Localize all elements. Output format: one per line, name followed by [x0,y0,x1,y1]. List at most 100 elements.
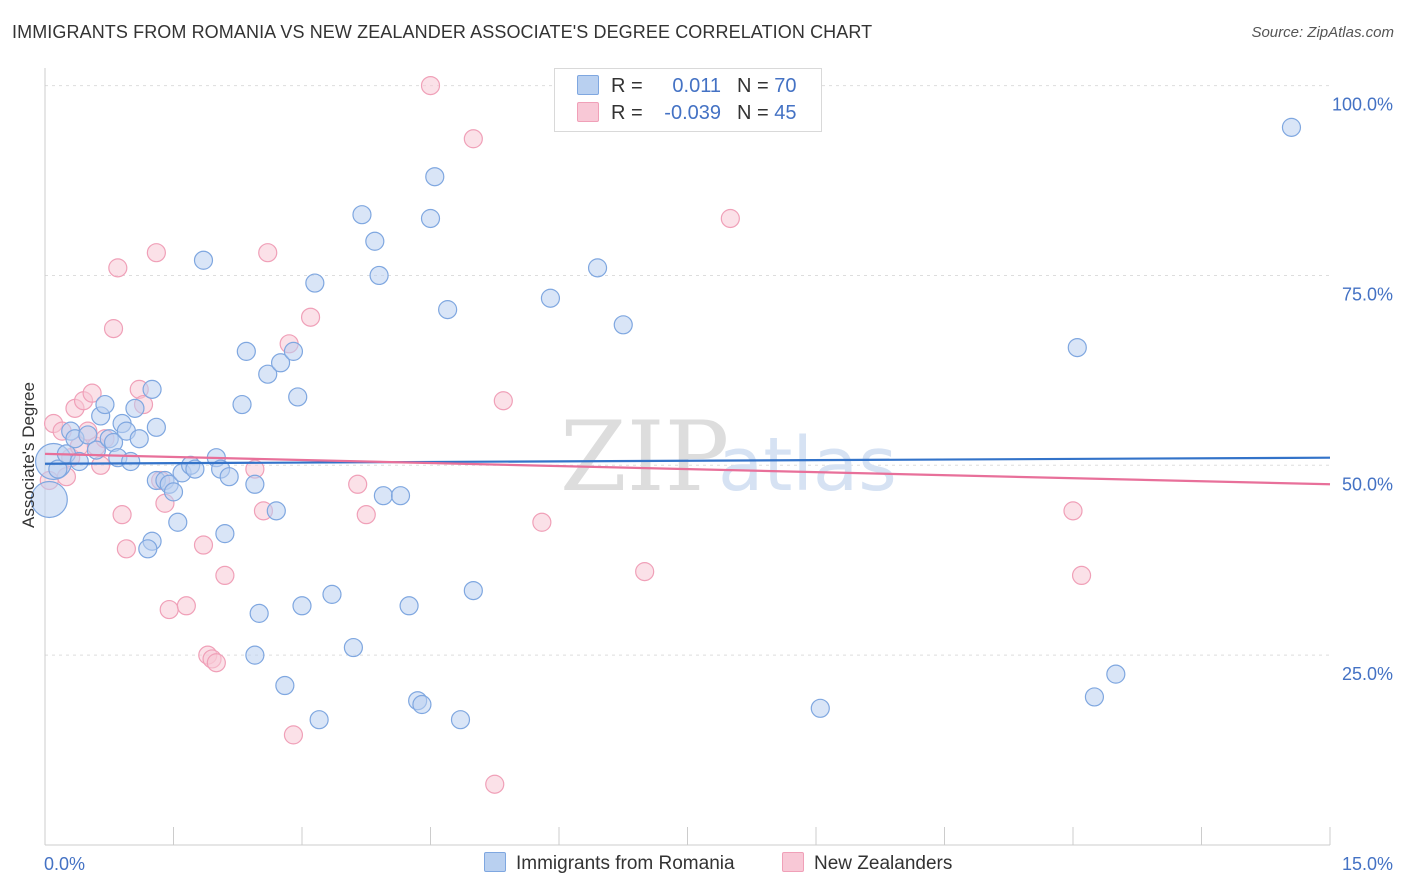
trend-line-romania [44,456,1331,465]
point-romania [1281,117,1302,137]
point-romania [390,486,411,506]
legend-r-value: -0.039 [664,102,721,124]
point-romania [219,467,239,487]
point-romania [288,387,308,407]
point-new-zealanders [112,505,132,525]
watermark-zip: ZIP [560,401,729,513]
point-romania [1084,687,1105,707]
legend-n-label: N = [737,75,769,97]
point-romania [30,480,68,519]
point-romania [450,710,471,730]
y-tick-label: 50.0% [1342,474,1393,494]
legend-r-value: 0.011 [672,75,721,97]
point-romania [438,300,458,320]
point-romania [185,459,205,479]
point-new-zealanders [720,208,740,229]
source-label: Source: ZipAtlas.com [1251,24,1394,41]
point-romania [266,501,286,521]
point-romania [168,512,188,532]
y-tick-label: 100.0% [1332,95,1393,115]
legend-n-value: 70 [774,75,797,97]
point-romania [373,486,393,506]
point-romania [425,167,445,187]
grid-lines [45,85,1330,656]
point-romania [1067,337,1087,358]
x-tick-label: 0.0% [44,854,85,874]
point-romania [236,341,256,361]
point-romania [138,539,158,559]
point-romania [292,596,312,616]
point-romania [78,425,98,445]
x-tick-label: 15.0% [1342,854,1393,874]
trend-lines [44,452,1331,486]
point-romania [146,417,166,437]
point-new-zealanders [1071,565,1092,586]
point-romania [420,208,441,229]
series-name: New Zealanders [814,853,953,874]
legend-row-romania: R = 0.011 N = 70 [577,75,797,101]
point-new-zealanders [258,243,278,263]
point-romania [352,205,372,225]
point-new-zealanders [82,383,102,403]
y-tick-label: 25.0% [1342,664,1393,684]
legend-r-label: R = [611,102,643,124]
point-romania [412,694,432,715]
legend-swatch-blue [484,852,506,872]
point-romania [249,603,269,623]
series-romania [30,117,1302,730]
point-new-zealanders [206,653,226,673]
point-romania [365,231,385,251]
point-new-zealanders [193,535,214,555]
point-romania [1106,664,1126,684]
watermark-atlas: atlas [718,422,897,508]
point-romania [129,429,149,449]
point-romania [540,288,561,308]
point-new-zealanders [283,725,304,745]
point-new-zealanders [493,391,513,411]
point-new-zealanders [485,774,505,794]
point-romania [322,584,342,604]
point-romania [95,394,115,415]
point-romania [142,379,162,399]
legend-swatch-pink [577,102,599,122]
point-romania [369,265,389,286]
y-tick-label: 75.0% [1342,284,1393,304]
point-romania [232,394,252,415]
point-romania [810,698,830,718]
legend-n-value: 45 [774,102,797,124]
point-romania [69,451,89,472]
point-romania [258,364,278,384]
point-new-zealanders [420,75,441,96]
point-romania [463,580,483,601]
point-new-zealanders [532,512,552,532]
point-romania [193,250,214,270]
point-new-zealanders [116,539,136,559]
point-new-zealanders [103,319,124,339]
watermark: ZIP atlas [560,401,897,513]
point-new-zealanders [463,129,483,149]
legend-swatch-blue [577,75,599,95]
point-new-zealanders [300,307,321,327]
point-romania [309,710,329,730]
point-romania [270,353,291,373]
point-romania [399,596,419,616]
point-new-zealanders [159,599,179,620]
stats-legend: R = 0.011 N = 70 R = -0.039 N = 45 [554,68,822,132]
series-legend-romania: Immigrants from Romania [484,852,735,875]
point-romania [283,341,304,361]
point-new-zealanders [348,474,368,494]
legend-n-label: N = [737,102,769,124]
series-legend-new-zealanders: New Zealanders [782,852,952,875]
y-axis-label: Associate's Degree [19,382,38,528]
legend-row-new-zealanders: R = -0.039 N = 45 [577,102,797,128]
point-romania [587,258,608,278]
point-new-zealanders [215,565,235,586]
point-romania [215,524,235,544]
point-romania [163,482,184,502]
chart-title: IMMIGRANTS FROM ROMANIA VS NEW ZEALANDER… [12,22,873,42]
trend-line-new-zealanders [44,452,1331,486]
series-new-zealanders [39,75,1092,794]
point-romania [125,398,145,418]
point-romania [305,273,325,293]
point-new-zealanders [356,505,376,525]
